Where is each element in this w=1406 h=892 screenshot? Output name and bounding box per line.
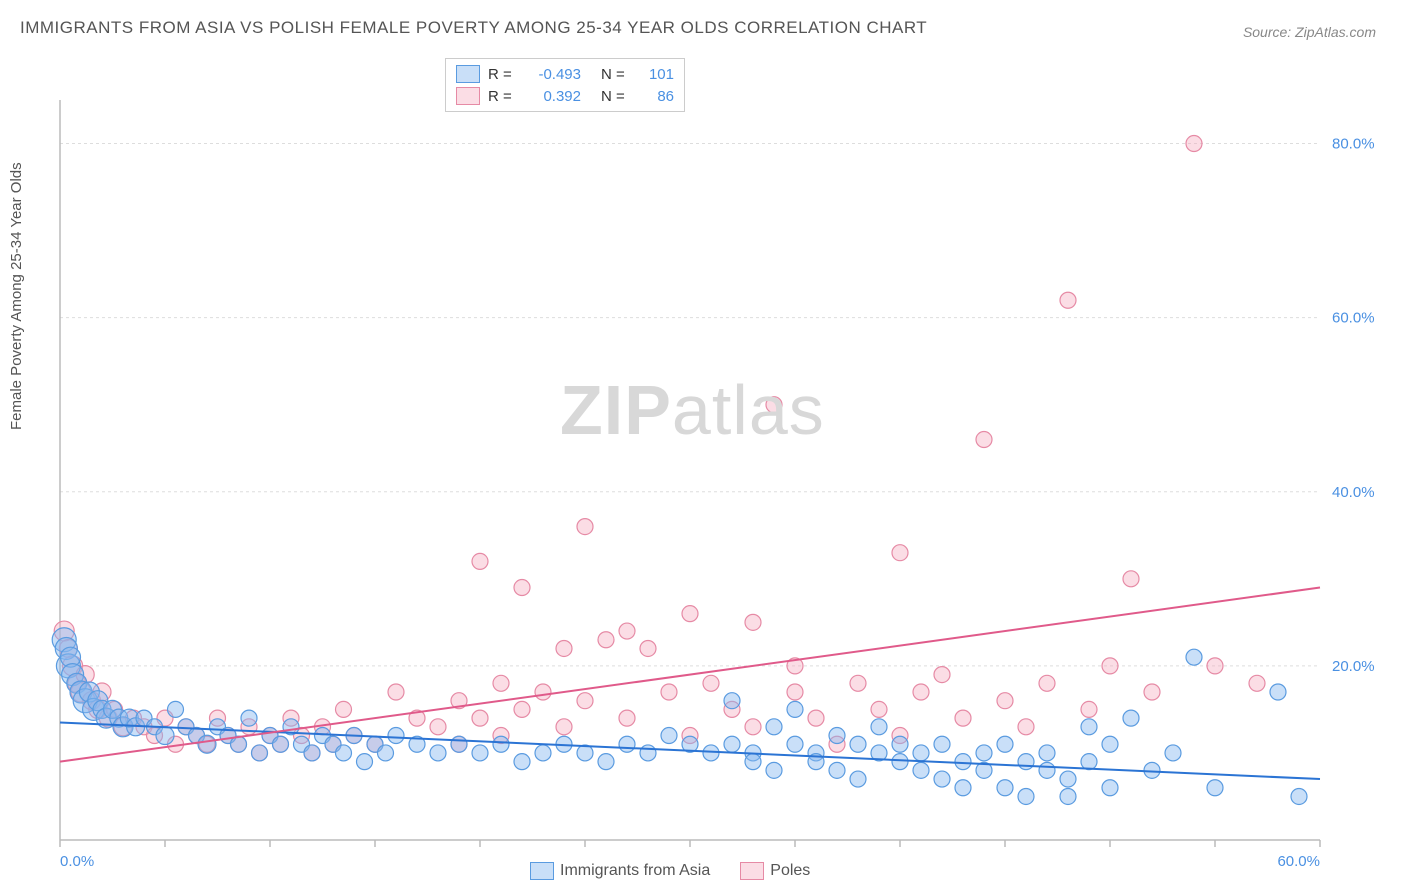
legend-label: Poles (770, 862, 810, 879)
legend-swatch (740, 862, 764, 880)
source-credit: Source: ZipAtlas.com (1243, 24, 1376, 40)
source-link[interactable]: ZipAtlas.com (1295, 24, 1376, 40)
correlation-legend: R = -0.493 N = 101 R = 0.392 N = 86 (445, 58, 685, 112)
legend-row: R = 0.392 N = 86 (456, 85, 674, 107)
legend-n-value: 101 (639, 66, 674, 83)
legend-label: Immigrants from Asia (560, 862, 710, 879)
svg-text:80.0%: 80.0% (1332, 136, 1375, 153)
legend-r-value: -0.493 (526, 66, 581, 83)
legend-r-label: R = (488, 66, 518, 83)
legend-n-value: 86 (639, 88, 674, 105)
legend-row: R = -0.493 N = 101 (456, 63, 674, 85)
source-label: Source: (1243, 24, 1295, 40)
svg-text:0.0%: 0.0% (60, 853, 94, 870)
legend-swatch (530, 862, 554, 880)
chart-title: IMMIGRANTS FROM ASIA VS POLISH FEMALE PO… (20, 18, 927, 38)
svg-text:20.0%: 20.0% (1332, 658, 1375, 675)
legend-n-label: N = (601, 66, 631, 83)
legend-r-value: 0.392 (526, 88, 581, 105)
svg-text:60.0%: 60.0% (1332, 310, 1375, 327)
legend-r-label: R = (488, 88, 518, 105)
legend-item: Immigrants from Asia (530, 862, 710, 880)
legend-n-label: N = (601, 88, 631, 105)
legend-swatch (456, 87, 480, 105)
legend-swatch (456, 65, 480, 83)
svg-text:60.0%: 60.0% (1277, 853, 1320, 870)
series-legend: Immigrants from Asia Poles (530, 862, 810, 880)
svg-text:40.0%: 40.0% (1332, 484, 1375, 501)
legend-item: Poles (740, 862, 810, 880)
scatter-chart: 20.0% 40.0% 60.0% 80.0% 0.0% 60.0% (0, 50, 1406, 880)
